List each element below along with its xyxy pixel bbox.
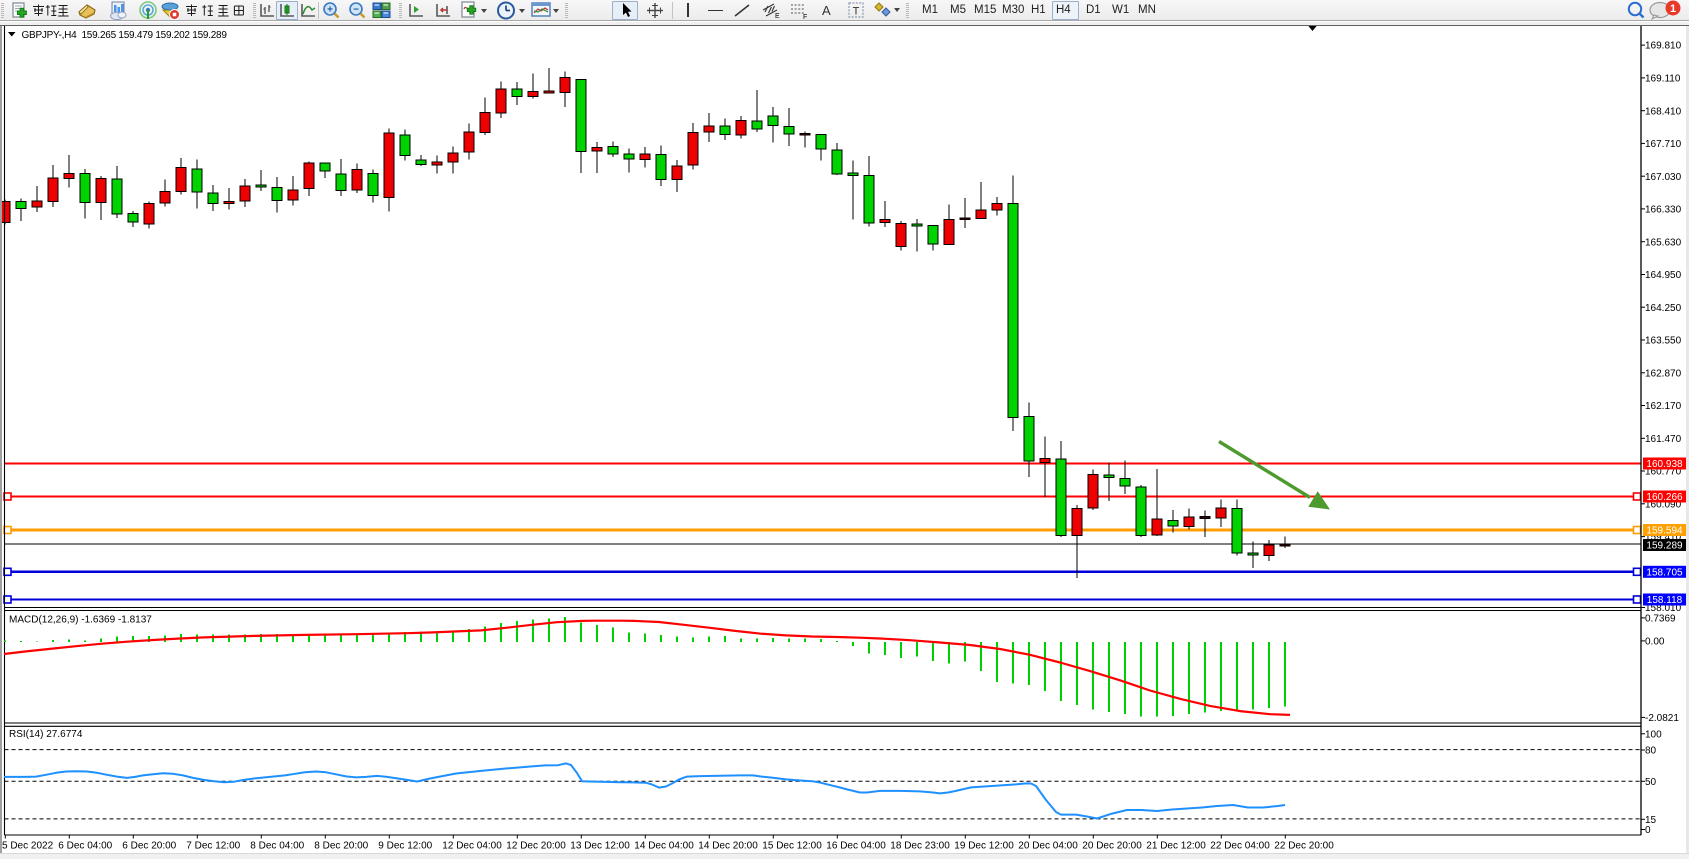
svg-text:E: E <box>775 13 780 19</box>
svg-text:167.710: 167.710 <box>1645 139 1682 150</box>
svg-text:165.630: 165.630 <box>1645 237 1682 248</box>
svg-text:T: T <box>853 6 860 18</box>
svg-text:20 Dec 04:00: 20 Dec 04:00 <box>1018 841 1078 852</box>
svg-text:12 Dec 04:00: 12 Dec 04:00 <box>442 841 502 852</box>
svg-text:159.594: 159.594 <box>1646 526 1683 537</box>
svg-text:14 Dec 04:00: 14 Dec 04:00 <box>634 841 694 852</box>
svg-text:6 Dec 04:00: 6 Dec 04:00 <box>58 841 112 852</box>
svg-text:8 Dec 04:00: 8 Dec 04:00 <box>250 841 304 852</box>
svg-text:0.7369: 0.7369 <box>1645 614 1676 625</box>
svg-text:−: − <box>353 5 359 16</box>
svg-text:158.705: 158.705 <box>1646 567 1683 578</box>
svg-text:80: 80 <box>1645 746 1657 757</box>
svg-text:5 Dec 2022: 5 Dec 2022 <box>2 841 54 852</box>
svg-text:159.410: 159.410 <box>1645 532 1682 543</box>
svg-text:164.950: 164.950 <box>1645 270 1682 281</box>
svg-text:6 Dec 20:00: 6 Dec 20:00 <box>122 841 176 852</box>
svg-text:160.770: 160.770 <box>1645 467 1682 478</box>
svg-text:163.550: 163.550 <box>1645 336 1682 347</box>
svg-text:168.410: 168.410 <box>1645 106 1682 117</box>
svg-text:50: 50 <box>1645 777 1657 788</box>
svg-text:GBPJPY-,H4 159.265 159.479 15: GBPJPY-,H4 159.265 159.479 159.202 159.2… <box>22 30 228 41</box>
svg-text:160.938: 160.938 <box>1646 459 1683 470</box>
svg-text:16 Dec 04:00: 16 Dec 04:00 <box>826 841 886 852</box>
svg-text:100: 100 <box>1645 729 1662 740</box>
svg-text:15: 15 <box>1645 815 1657 826</box>
svg-text:162.170: 162.170 <box>1645 401 1682 412</box>
svg-text:13 Dec 12:00: 13 Dec 12:00 <box>570 841 630 852</box>
svg-text:0.00: 0.00 <box>1645 637 1665 648</box>
svg-text:22 Dec 04:00: 22 Dec 04:00 <box>1210 841 1270 852</box>
svg-text:20 Dec 20:00: 20 Dec 20:00 <box>1082 841 1142 852</box>
svg-text:161.470: 161.470 <box>1645 434 1682 445</box>
svg-text:-2.0821: -2.0821 <box>1645 713 1679 724</box>
svg-text:167.030: 167.030 <box>1645 172 1682 183</box>
svg-text:+: + <box>327 5 333 16</box>
svg-text:159.289: 159.289 <box>1646 541 1683 552</box>
svg-text:158.118: 158.118 <box>1647 595 1683 606</box>
svg-text:0: 0 <box>1645 825 1651 836</box>
svg-text:162.870: 162.870 <box>1645 368 1682 379</box>
svg-text:9 Dec 12:00: 9 Dec 12:00 <box>378 841 432 852</box>
svg-text:7 Dec 12:00: 7 Dec 12:00 <box>186 841 240 852</box>
svg-text:169.810: 169.810 <box>1645 41 1682 52</box>
svg-text:8 Dec 20:00: 8 Dec 20:00 <box>314 841 368 852</box>
svg-text:RSI(14) 27.6774: RSI(14) 27.6774 <box>9 729 83 740</box>
svg-text:14 Dec 20:00: 14 Dec 20:00 <box>698 841 758 852</box>
svg-text:158.010: 158.010 <box>1645 603 1682 614</box>
svg-text:19 Dec 12:00: 19 Dec 12:00 <box>954 841 1014 852</box>
svg-text:12 Dec 20:00: 12 Dec 20:00 <box>506 841 566 852</box>
svg-text:166.330: 166.330 <box>1645 205 1682 216</box>
svg-text:MACD(12,26,9) -1.6369 -1.8137: MACD(12,26,9) -1.6369 -1.8137 <box>9 615 152 626</box>
svg-text:160.266: 160.266 <box>1646 492 1683 503</box>
svg-text:1: 1 <box>1670 3 1676 15</box>
svg-text:21 Dec 12:00: 21 Dec 12:00 <box>1146 841 1206 852</box>
svg-text:F: F <box>803 14 807 19</box>
svg-text:160.090: 160.090 <box>1645 499 1682 510</box>
svg-text:169.110: 169.110 <box>1645 74 1681 85</box>
svg-text:164.250: 164.250 <box>1645 303 1682 314</box>
svg-text:22 Dec 20:00: 22 Dec 20:00 <box>1274 841 1334 852</box>
svg-text:15 Dec 12:00: 15 Dec 12:00 <box>762 841 822 852</box>
svg-text:18 Dec 23:00: 18 Dec 23:00 <box>890 841 950 852</box>
